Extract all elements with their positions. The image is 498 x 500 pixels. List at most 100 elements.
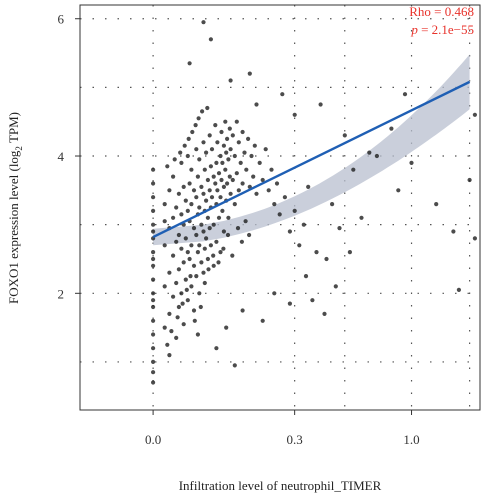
data-points [151,20,477,385]
data-point [251,174,256,179]
data-point [174,205,179,210]
data-point [220,160,225,165]
data-point [220,208,225,213]
data-point [167,188,172,193]
data-point [234,119,239,124]
data-point [151,277,156,282]
data-point [374,153,379,159]
data-point [202,246,207,251]
data-point [189,202,194,207]
data-point [201,20,206,25]
data-point [247,232,252,238]
data-point [151,380,156,385]
data-point [216,215,222,220]
data-point [199,184,204,189]
data-point [303,274,309,279]
data-point [236,188,241,193]
data-point [205,256,210,262]
data-point [151,250,156,255]
data-point [167,353,172,358]
data-point [183,277,188,282]
data-point [342,133,347,138]
data-point [282,195,287,200]
data-point [189,167,194,172]
p-value-text: = 2.1e−55 [418,22,474,37]
data-point [151,195,156,200]
data-point [215,188,220,193]
x-tick-label: 1.0 [403,432,419,447]
data-point [197,243,202,248]
data-point [239,239,244,244]
data-point [287,301,292,306]
data-point [151,370,156,375]
rho-annotation: Rho = 0.468 [409,4,474,19]
data-point [194,232,199,238]
data-point [208,37,213,42]
data-point [232,363,237,368]
data-point [211,174,216,179]
data-point [232,202,237,207]
data-point [314,250,319,255]
data-point [330,202,335,207]
data-point [204,198,209,203]
data-point [324,256,329,262]
y-tick-label: 6 [58,12,65,27]
data-point [179,160,184,165]
data-point [409,160,414,165]
data-point [221,143,226,148]
data-point [242,150,247,155]
data-point [333,284,338,289]
data-point [232,153,237,159]
data-point [208,164,213,169]
data-point [218,153,223,159]
data-point [187,61,192,66]
y-tick-label: 2 [58,286,65,301]
data-point [228,191,233,196]
data-point [347,250,352,255]
data-point [162,219,167,224]
data-point [218,195,223,200]
data-point [197,291,202,296]
data-point [223,119,228,124]
data-point [191,226,197,231]
data-point [269,167,274,172]
data-point [274,181,280,186]
data-point [199,222,204,227]
data-point [185,208,190,213]
data-point [195,174,200,179]
data-point [151,229,156,234]
data-point [219,129,224,135]
data-point [243,219,248,224]
data-point [246,136,251,141]
data-point [216,260,221,265]
data-point [240,129,245,135]
data-point [192,318,197,323]
data-point [176,232,181,238]
data-point [359,215,364,220]
data-point [151,346,156,351]
data-point [211,222,216,227]
data-point [337,226,342,231]
data-point [189,243,194,248]
data-point [167,270,172,275]
data-point [213,181,218,186]
data-point [171,215,176,220]
data-point [151,291,156,296]
data-point [175,315,180,320]
data-point [389,126,394,131]
data-point [240,308,245,313]
data-point [201,191,206,196]
data-point [174,335,179,340]
p-value-symbol: p [410,22,418,37]
data-point [151,222,156,227]
data-point [207,133,212,138]
data-point [200,109,205,114]
data-point [194,195,199,200]
data-point [254,102,259,107]
data-point [227,174,232,179]
data-point [178,150,183,155]
data-point [467,177,472,183]
data-point [228,78,233,83]
data-point [188,274,193,279]
